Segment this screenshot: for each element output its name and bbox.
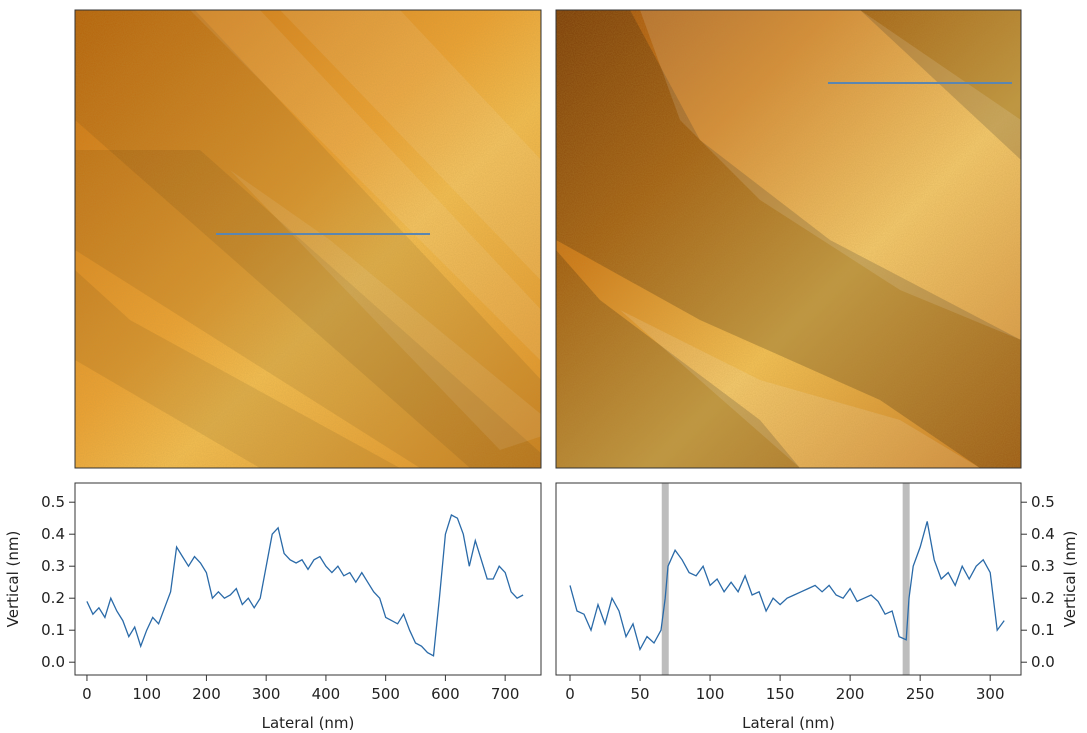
y-tick-label-2: 0.2 (41, 589, 65, 607)
plot-frame-right (555, 482, 1022, 676)
x-tick-label-2: 200 (192, 685, 221, 703)
y-tick-label-5: 0.5 (41, 493, 65, 511)
y-tick-label-0: 0.0 (41, 653, 65, 671)
profile-series-left (86, 514, 524, 657)
plot-frame-left (74, 482, 542, 676)
x-tick-label-0: 0 (565, 685, 575, 703)
y-tick-label-1: 0.1 (41, 621, 65, 639)
x-axis-label-left: Lateral (nm) (262, 714, 355, 732)
y-axis-label-right: Vertical (nm) (1061, 531, 1079, 628)
y-tick-label-4: 0.4 (41, 525, 65, 543)
afm-image-left (75, 10, 541, 468)
x-tick-label-2: 100 (696, 685, 725, 703)
step-shade-1 (902, 483, 910, 675)
y-tick-label-4: 0.4 (1031, 525, 1055, 543)
x-tick-label-1: 100 (132, 685, 161, 703)
y-axis-label-left: Vertical (nm) (4, 531, 22, 628)
x-tick-label-4: 200 (836, 685, 865, 703)
y-tick-label-5: 0.5 (1031, 493, 1055, 511)
y-tick-label-3: 0.3 (1031, 557, 1055, 575)
afm-image-right (556, 10, 1021, 468)
x-tick-label-3: 300 (252, 685, 281, 703)
x-tick-label-0: 0 (82, 685, 92, 703)
profile-plot-right: 0 50 100 150 200 250 300 0.0 0.1 0.2 0.3 0.4 0.5 Late… (555, 482, 1079, 732)
profile-series-right (569, 521, 1005, 652)
x-tick-label-5: 250 (906, 685, 935, 703)
y-tick-label-0: 0.0 (1031, 653, 1055, 671)
y-tick-label-1: 0.1 (1031, 621, 1055, 639)
x-tick-label-6: 600 (431, 685, 460, 703)
x-tick-label-4: 400 (312, 685, 341, 703)
x-axis-label-right: Lateral (nm) (742, 714, 835, 732)
x-tick-label-7: 700 (491, 685, 520, 703)
x-tick-label-3: 150 (766, 685, 795, 703)
y-tick-label-3: 0.3 (41, 557, 65, 575)
profile-plot-left: 0 100 200 300 400 500 600 700 0.0 0.1 0.2 0.3 0.4 0.5… (4, 482, 542, 732)
x-tick-label-1: 50 (630, 685, 649, 703)
x-tick-label-5: 500 (371, 685, 400, 703)
step-shade-0 (661, 483, 669, 675)
y-tick-label-2: 0.2 (1031, 589, 1055, 607)
x-tick-label-6: 300 (976, 685, 1005, 703)
